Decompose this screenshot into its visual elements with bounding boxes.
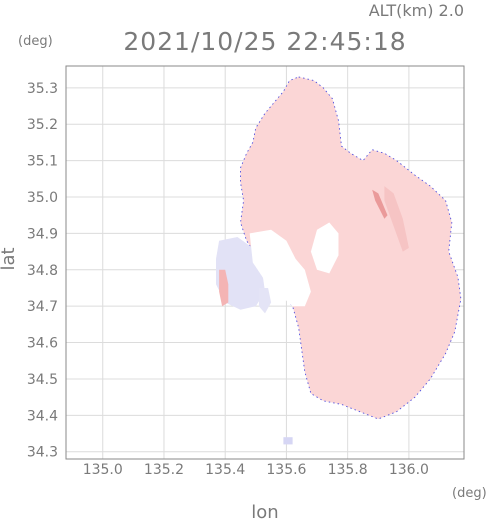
y-tick-label: 34.5 xyxy=(27,372,58,388)
y-tick-label: 35.3 xyxy=(27,81,58,97)
x-tick-label: 135.6 xyxy=(266,462,306,478)
echo-region-east-band xyxy=(384,186,409,252)
y-tick-label: 34.8 xyxy=(27,263,58,279)
x-tick-label: 135.0 xyxy=(83,462,123,478)
x-tick-label: 135.2 xyxy=(144,462,184,478)
y-tick-label: 35.2 xyxy=(27,117,58,133)
y-axis-label: lat xyxy=(0,247,19,270)
y-tick-label: 34.7 xyxy=(27,299,58,315)
y-tick-label: 35.1 xyxy=(27,154,58,170)
echo-region-far-south-patch xyxy=(283,437,293,445)
y-tick-label: 34.3 xyxy=(27,445,58,461)
chart-title: 2021/10/25 22:45:18 xyxy=(123,27,406,56)
echo-region-west-positive-strip xyxy=(219,269,229,307)
x-tick-label: 136.0 xyxy=(389,462,429,478)
plot-frame xyxy=(65,65,465,460)
x-axis-label: lon xyxy=(251,502,278,521)
y-tick-label: 34.9 xyxy=(27,226,58,242)
y-tick-label: 34.4 xyxy=(27,408,58,424)
y-unit-label: (deg) xyxy=(18,34,53,49)
x-tick-label: 135.8 xyxy=(328,462,368,478)
echo-region-south-weak-patch xyxy=(258,288,272,314)
x-tick-label: 135.4 xyxy=(205,462,245,478)
echo-region-east-gap xyxy=(310,222,339,274)
x-unit-label: (deg) xyxy=(452,486,487,501)
y-tick-label: 34.6 xyxy=(27,336,58,352)
altitude-label: ALT(km) 2.0 xyxy=(369,1,464,20)
y-tick-label: 35.0 xyxy=(27,190,58,206)
echo-region-east-streak xyxy=(372,189,388,219)
echo-region-main-echo xyxy=(240,76,462,420)
echo-region-central-gap xyxy=(249,229,311,307)
